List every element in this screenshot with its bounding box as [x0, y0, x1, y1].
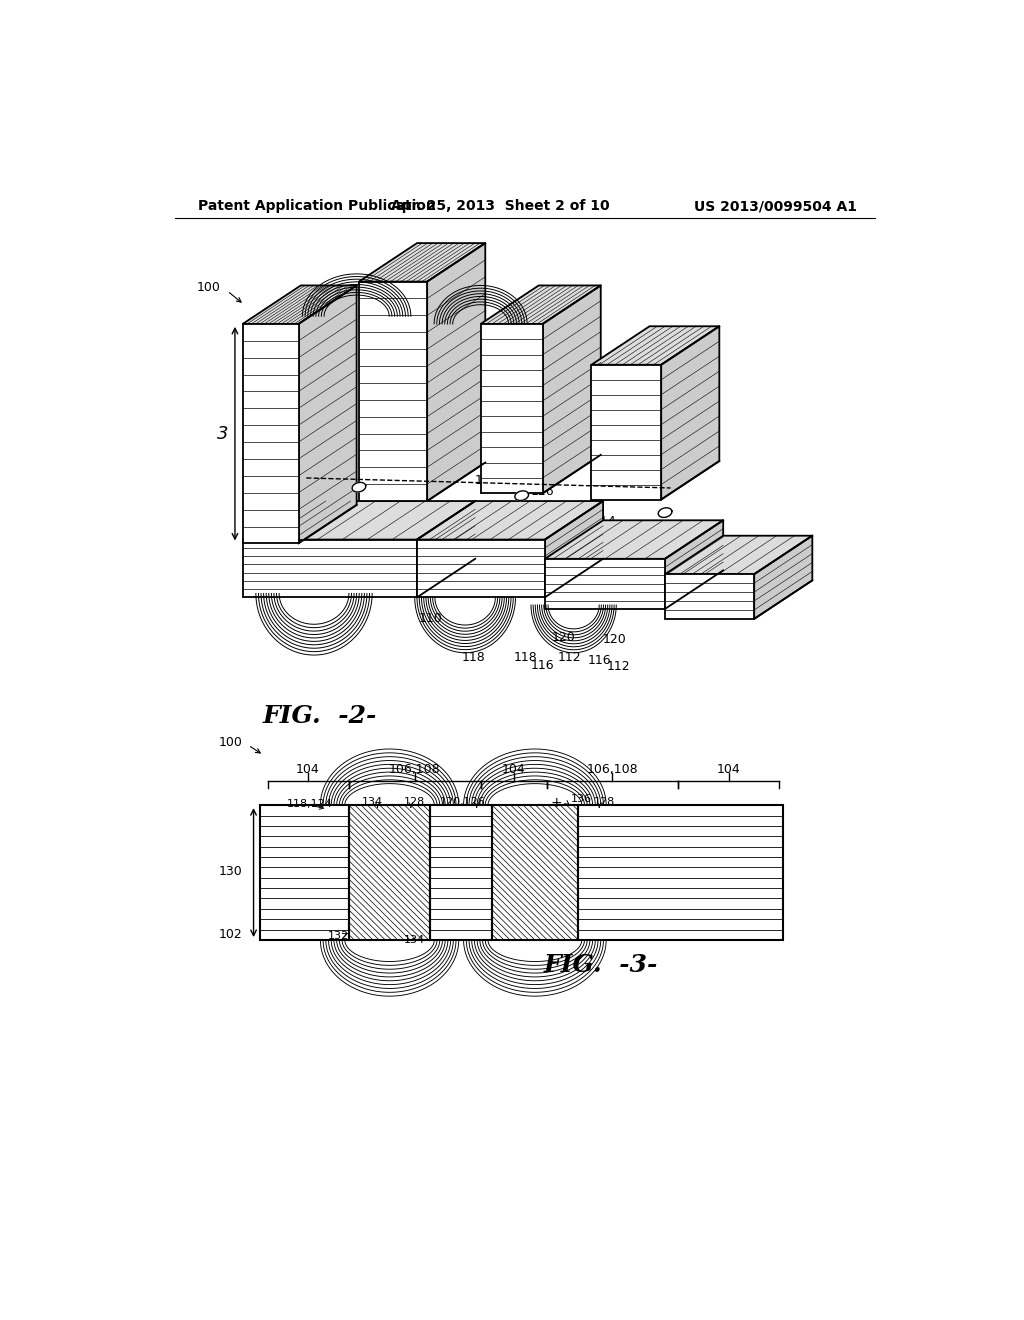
Text: 118: 118 [461, 651, 485, 664]
Polygon shape [543, 285, 601, 494]
Polygon shape [243, 540, 417, 598]
Text: 124: 124 [474, 474, 498, 487]
Text: 108: 108 [266, 351, 290, 363]
Text: 3: 3 [555, 329, 566, 346]
Text: US 2013/0099504 A1: US 2013/0099504 A1 [693, 199, 856, 213]
Text: 134: 134 [404, 935, 425, 945]
Text: 128: 128 [537, 433, 560, 446]
Polygon shape [665, 574, 755, 619]
Text: 122: 122 [494, 441, 517, 454]
Polygon shape [243, 323, 299, 544]
Text: 118: 118 [513, 651, 537, 664]
Polygon shape [665, 536, 812, 574]
Bar [349, 805, 430, 940]
Text: 132: 132 [329, 931, 349, 941]
Polygon shape [545, 502, 603, 598]
Text: 114: 114 [438, 543, 462, 556]
Polygon shape [417, 502, 475, 598]
Text: 102: 102 [219, 928, 243, 941]
Polygon shape [592, 364, 662, 499]
Text: 124: 124 [524, 459, 549, 473]
Bar [430, 805, 493, 940]
Text: 106: 106 [419, 552, 442, 565]
Polygon shape [545, 520, 723, 558]
Text: 102: 102 [366, 289, 389, 302]
Text: 100: 100 [219, 735, 243, 748]
Text: 136: 136 [571, 795, 592, 804]
Text: Patent Application Publication: Patent Application Publication [198, 199, 435, 213]
Text: Apr. 25, 2013  Sheet 2 of 10: Apr. 25, 2013 Sheet 2 of 10 [391, 199, 609, 213]
Text: 110: 110 [419, 612, 442, 626]
Text: 3: 3 [217, 425, 228, 444]
Text: +: + [551, 796, 562, 810]
Text: 128: 128 [404, 797, 425, 807]
Bar [349, 805, 430, 940]
Text: 118,124: 118,124 [287, 799, 333, 809]
Text: 102: 102 [624, 372, 648, 385]
Polygon shape [417, 502, 603, 540]
Polygon shape [545, 558, 665, 609]
Text: 138: 138 [638, 539, 662, 552]
Polygon shape [658, 508, 672, 517]
Text: 116: 116 [531, 659, 555, 672]
Text: 122: 122 [630, 387, 653, 400]
Polygon shape [427, 243, 485, 502]
Text: 116: 116 [588, 653, 611, 667]
Polygon shape [592, 326, 719, 364]
Text: 126: 126 [598, 462, 622, 474]
Text: 108: 108 [388, 306, 412, 319]
Polygon shape [515, 491, 528, 500]
Polygon shape [243, 285, 356, 323]
Polygon shape [417, 540, 545, 598]
Text: FIG.  -2-: FIG. -2- [263, 704, 378, 727]
Text: 130: 130 [434, 264, 458, 277]
Polygon shape [359, 281, 427, 502]
Polygon shape [359, 243, 485, 281]
Text: 106: 106 [302, 550, 326, 564]
Text: 128: 128 [481, 453, 505, 465]
Polygon shape [243, 502, 475, 540]
Polygon shape [352, 482, 366, 492]
Text: 130: 130 [219, 865, 243, 878]
Bar [493, 805, 578, 940]
Text: 128: 128 [594, 797, 615, 807]
Polygon shape [755, 536, 812, 619]
Text: 126: 126 [530, 484, 554, 498]
Polygon shape [480, 323, 543, 494]
Bar [578, 805, 783, 940]
Bar [260, 805, 349, 940]
Polygon shape [662, 326, 719, 499]
Text: 100: 100 [198, 281, 221, 294]
Polygon shape [665, 520, 723, 609]
Text: FIG.  -3-: FIG. -3- [544, 953, 658, 977]
Text: 120: 120 [552, 631, 575, 644]
Text: 102: 102 [248, 327, 272, 341]
Polygon shape [299, 285, 356, 544]
Text: 138: 138 [328, 515, 351, 528]
Bar [493, 805, 578, 940]
Text: 134: 134 [361, 797, 383, 807]
Text: 106,108: 106,108 [389, 763, 440, 776]
Text: 112: 112 [558, 651, 582, 664]
Text: 106,108: 106,108 [587, 763, 638, 776]
Text: 120,126: 120,126 [440, 797, 485, 807]
Text: 104: 104 [502, 763, 525, 776]
Text: 114: 114 [593, 515, 616, 528]
Polygon shape [480, 285, 601, 323]
Text: 104: 104 [717, 763, 740, 776]
Text: 120: 120 [602, 634, 626, 647]
Text: 112: 112 [607, 660, 631, 673]
Text: 104: 104 [296, 763, 319, 776]
Text: 104: 104 [471, 399, 495, 412]
